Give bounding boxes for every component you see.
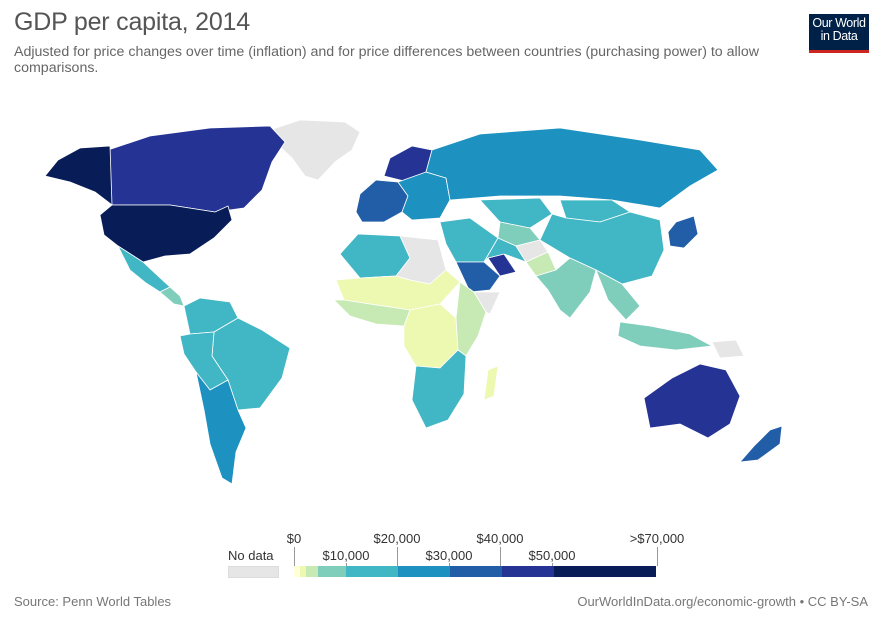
legend-tick — [397, 547, 398, 566]
legend-label-bottom: $50,000 — [528, 548, 576, 563]
map-region-alaska[interactable] — [44, 145, 113, 206]
source-url[interactable]: OurWorldInData.org/economic-growth • CC … — [577, 594, 868, 609]
map-region-usa[interactable] — [99, 204, 233, 263]
legend-tick — [657, 547, 658, 566]
legend-tick — [449, 563, 450, 566]
legend-bin-7[interactable] — [502, 566, 554, 577]
legend-bin-8[interactable] — [554, 566, 656, 577]
legend-bin-2[interactable] — [306, 566, 318, 577]
map-region-argentina-chile[interactable] — [195, 371, 247, 485]
map-region-madagascar[interactable] — [483, 365, 499, 401]
legend-label-bottom: $30,000 — [425, 548, 473, 563]
map-region-russia[interactable] — [425, 127, 719, 209]
legend-bin-1[interactable] — [300, 566, 306, 577]
map-region-korea-japan[interactable] — [667, 215, 699, 249]
map-region-kazakhstan[interactable] — [479, 197, 553, 229]
map-region-papua-new-guinea[interactable] — [711, 339, 745, 359]
owid-logo[interactable]: Our World in Data — [809, 14, 869, 53]
world-map[interactable] — [0, 95, 886, 495]
legend-tick — [346, 563, 347, 566]
legend-bin-6[interactable] — [450, 566, 502, 577]
map-region-india[interactable] — [535, 257, 597, 319]
map-region-somalia[interactable] — [473, 291, 501, 315]
map-region-western-europe[interactable] — [355, 179, 409, 223]
legend-label-top: $40,000 — [476, 531, 524, 546]
legend-tick — [552, 563, 553, 566]
map-region-australia[interactable] — [643, 363, 741, 439]
legend-label-top: $20,000 — [373, 531, 421, 546]
legend-tick — [500, 547, 501, 566]
map-region-greenland[interactable] — [269, 119, 361, 181]
map-region-southern-africa[interactable] — [411, 349, 467, 429]
map-region-southeast-asia[interactable] — [595, 269, 641, 321]
legend-color-scale[interactable] — [294, 566, 656, 577]
map-region-new-zealand[interactable] — [739, 425, 783, 463]
source-note: Source: Penn World Tables — [14, 594, 172, 609]
legend-bin-4[interactable] — [346, 566, 398, 577]
map-region-central-america[interactable] — [159, 286, 185, 307]
logo-line-2: in Data — [820, 29, 858, 43]
legend-label-top: $0 — [286, 531, 302, 546]
legend-no-data-swatch — [228, 566, 279, 578]
map-region-indonesia[interactable] — [617, 321, 713, 351]
legend-bin-0[interactable] — [294, 566, 300, 577]
legend-label-bottom: $10,000 — [322, 548, 370, 563]
legend-tick — [294, 547, 295, 566]
legend-bin-3[interactable] — [318, 566, 346, 577]
chart-title: GDP per capita, 2014 — [14, 8, 250, 36]
legend-no-data-label: No data — [228, 548, 274, 563]
legend-label-top: >$70,000 — [629, 531, 685, 546]
chart-subtitle: Adjusted for price changes over time (in… — [14, 44, 759, 76]
map-region-canada[interactable] — [103, 125, 286, 213]
logo-line-1: Our World — [812, 16, 866, 30]
legend-bin-5[interactable] — [398, 566, 450, 577]
